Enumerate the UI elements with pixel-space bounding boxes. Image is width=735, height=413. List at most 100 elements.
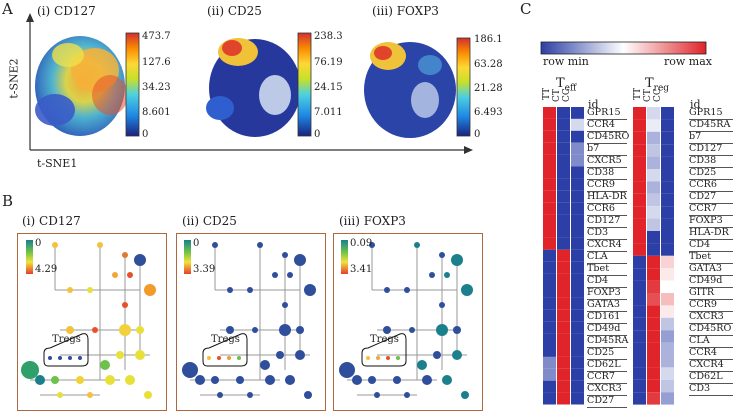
teff-cell-r9-c2 — [571, 214, 584, 226]
panel-a-title-cd25: (ii) CD25 — [207, 4, 262, 18]
treg-gene-2: b7 — [689, 132, 733, 144]
treg-gene-5: CD25 — [689, 168, 733, 180]
treg-cell-r22-c1 — [647, 379, 660, 393]
tree2-max: 0 — [193, 238, 200, 249]
teff-cell-r11-c0 — [543, 237, 556, 250]
panel-b-title-foxp3: (iii) FOXP3 — [339, 214, 406, 228]
teff-cell-r11-c2 — [571, 237, 584, 250]
teff-gene-9: CD127 — [587, 216, 627, 228]
treg-gene-list: GPR15 CD45RA b7 CD127 CD38 CD25 CCR6 CD27 CCR7 FO… — [689, 108, 735, 396]
teff-gene-11: CXCR4 — [587, 240, 627, 252]
treg-cell-r13-c2 — [661, 268, 674, 281]
teff-cell-r15-c0 — [543, 285, 556, 298]
tsne-axes — [26, 13, 473, 154]
treg-gene-1: CD45RA — [689, 120, 733, 132]
teff-title: Teff — [556, 76, 577, 94]
tsne-plot-foxp3 — [364, 42, 456, 138]
teff-cell-r8-c1 — [557, 202, 570, 215]
teff-gene-list: GPR15 CCR4 CD45RO b7 CXCR5 CD38 CCR9 HLA-DR CCR6… — [587, 108, 629, 408]
treg-cell-r2-c1 — [647, 131, 660, 145]
cb3-label-1: 63.28 — [474, 59, 503, 70]
teff-cell-r2-c2 — [571, 130, 584, 143]
cb2-label-2: 24.15 — [314, 82, 343, 93]
teff-cell-r4-c1 — [557, 154, 570, 167]
teff-cell-r4-c2 — [571, 154, 584, 167]
treg-cell-r20-c1 — [647, 355, 660, 368]
treg-cell-r17-c1 — [647, 317, 660, 331]
colorbar-cd25 — [297, 32, 312, 137]
tree1-max: 0 — [35, 238, 42, 249]
colorbar-foxp3 — [456, 37, 471, 137]
treg-gene-15: GITR — [689, 288, 733, 300]
teff-cell-r8-c2 — [571, 202, 584, 215]
teff-cell-r18-c0 — [543, 321, 556, 334]
teff-cell-r3-c0 — [543, 142, 556, 155]
treg-cell-r4-c1 — [647, 156, 660, 169]
treg-cell-r13-c1 — [647, 268, 660, 281]
treg-cell-r23-c2 — [661, 392, 674, 405]
cb2-label-0: 238.3 — [314, 31, 343, 42]
teff-gene-5: CD38 — [587, 168, 627, 180]
treg-cell-r8-c1 — [647, 206, 660, 219]
treg-cell-r3-c2 — [661, 144, 674, 157]
treg-gene-0: GPR15 — [689, 108, 733, 120]
teff-col-tt: TT — [542, 87, 552, 100]
treg-cell-r10-c1 — [647, 231, 660, 244]
treg-gene-8: CCR7 — [689, 204, 733, 216]
teff-gene-19: CD45RA — [587, 335, 629, 348]
teff-cell-r20-c1 — [557, 345, 570, 357]
treg-cell-r19-c0 — [633, 342, 646, 355]
panel-b-title-cd25: (ii) CD25 — [182, 214, 237, 228]
cb2-label-4: 0 — [314, 129, 321, 140]
teff-cell-r16-c0 — [543, 297, 556, 310]
treg-gene-7: CD27 — [689, 192, 733, 204]
treg-cell-r14-c0 — [633, 280, 646, 293]
tree1-min: 4.29 — [35, 264, 58, 275]
treg-cell-r12-c2 — [661, 255, 674, 269]
treg-cell-r22-c0 — [633, 379, 646, 393]
treg-cell-r0-c2 — [661, 107, 674, 120]
teff-cell-r6-c1 — [557, 178, 570, 191]
treg-col-ct: CT — [643, 89, 653, 102]
treg-cell-r10-c0 — [633, 231, 646, 244]
tsne-plot-cd25 — [206, 38, 301, 137]
treg-cell-r11-c0 — [633, 243, 646, 256]
treg-cell-r4-c0 — [633, 156, 646, 169]
teff-gene-0: GPR15 — [587, 108, 627, 120]
treg-cell-r18-c1 — [647, 330, 660, 343]
teff-cell-r0-c2 — [571, 107, 584, 119]
teff-cell-r10-c2 — [571, 226, 584, 238]
teff-cell-r19-c0 — [543, 333, 556, 345]
teff-gene-2: CD45RO — [587, 131, 630, 144]
treg-cell-r11-c2 — [661, 243, 674, 256]
treg-cell-r15-c0 — [633, 293, 646, 306]
teff-cell-r24-c2 — [571, 392, 584, 405]
teff-cell-r22-c1 — [557, 368, 570, 381]
treg-cell-r2-c2 — [661, 131, 674, 145]
treg-cell-r9-c0 — [633, 218, 646, 231]
teff-cell-r17-c2 — [571, 309, 584, 322]
teff-cell-r1-c1 — [557, 118, 570, 131]
teff-cell-r24-c0 — [543, 392, 556, 405]
treg-cell-r17-c0 — [633, 317, 646, 331]
teff-cell-r24-c1 — [557, 392, 570, 405]
treg-cell-r13-c0 — [633, 268, 646, 281]
treg-cell-r12-c1 — [647, 255, 660, 269]
cb3-label-2: 21.28 — [474, 83, 503, 94]
teff-cell-r0-c0 — [543, 107, 556, 119]
teff-cell-r10-c0 — [543, 226, 556, 238]
teff-gene-8: CCR6 — [587, 204, 627, 216]
treg-cell-r16-c1 — [647, 305, 660, 318]
treg-cell-r12-c0 — [633, 255, 646, 269]
treg-gene-6: CCR6 — [689, 180, 733, 192]
panel-a-letter: A — [2, 0, 13, 18]
teff-cell-r13-c1 — [557, 261, 570, 274]
treg-cell-r7-c1 — [647, 193, 660, 207]
teff-gene-3: b7 — [587, 144, 627, 156]
treg-cell-r5-c2 — [661, 169, 674, 182]
teff-col-ct: CT — [552, 89, 562, 102]
treg-cell-r18-c0 — [633, 330, 646, 343]
treg-gene-17: CXCR3 — [689, 312, 733, 324]
treg-gene-12: Tbet — [689, 252, 733, 264]
legend-row-max: row max — [664, 55, 712, 68]
